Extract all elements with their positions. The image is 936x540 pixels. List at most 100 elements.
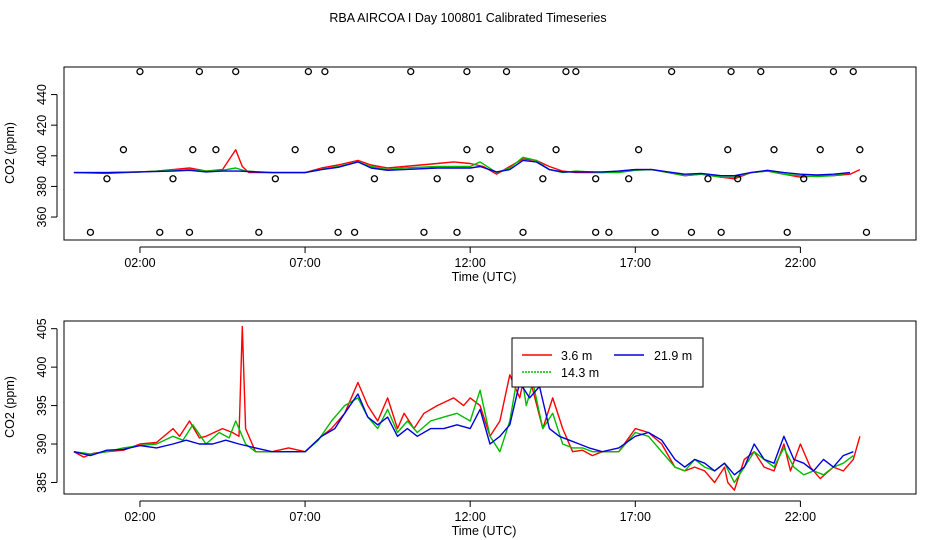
top-calibration-point <box>463 67 471 76</box>
top-calibration-point <box>502 67 511 76</box>
bottom-y-tick-label: 400 <box>35 357 49 378</box>
bottom-x-tick-label: 07:00 <box>289 510 320 524</box>
top-calibration-point <box>86 228 95 236</box>
top-calibration-point <box>651 228 659 236</box>
bottom-series-14-3-m <box>73 362 854 484</box>
top-calibration-point <box>605 228 613 236</box>
top-series-14-3-m <box>73 156 851 178</box>
top-calibration-point <box>704 175 712 183</box>
top-y-axis-label: CO2 (ppm) <box>3 122 17 184</box>
top-plot-frame <box>63 66 917 241</box>
top-y-tick-label: 420 <box>35 115 49 136</box>
top-calibration-point <box>350 228 359 236</box>
top-calibration-points <box>86 67 871 236</box>
bottom-x-tick-label: 12:00 <box>455 510 486 524</box>
top-calibration-point <box>862 228 871 236</box>
top-calibration-point <box>829 67 838 76</box>
top-calibration-point <box>667 67 676 76</box>
bottom-y-tick-label: 390 <box>35 434 49 455</box>
top-calibration-point <box>519 228 527 236</box>
top-calibration-point <box>859 175 867 183</box>
bottom-x-tick-label: 17:00 <box>620 510 651 524</box>
top-calibration-point <box>387 146 395 154</box>
top-calibration-point <box>463 146 471 154</box>
top-calibration-point <box>271 175 279 183</box>
bottom-x-tick-label: 02:00 <box>124 510 155 524</box>
page-title: RBA AIRCOA I Day 100801 Calibrated Times… <box>329 11 606 25</box>
bottom-panel: 02:00 07:00 12:00 17:00 22:00 385 390 395 400 40… <box>3 318 917 538</box>
bottom-series-3-6-m <box>73 325 861 491</box>
top-calibration-point <box>466 175 474 183</box>
legend: 3.6 m 21.9 m 14.3 m <box>511 337 704 388</box>
top-calibration-point <box>724 146 732 154</box>
top-calibration-point <box>327 146 336 154</box>
legend-label-14-3m: 14.3 m <box>561 366 599 380</box>
top-calibration-point <box>420 228 428 236</box>
top-calibration-point <box>453 228 461 236</box>
top-x-tick-label: 02:00 <box>124 256 155 270</box>
top-y-tick-label: 360 <box>35 207 49 228</box>
top-calibration-point <box>856 146 864 154</box>
top-calibration-point <box>539 175 547 183</box>
top-x-tick-label: 22:00 <box>785 256 816 270</box>
top-series-21-9-m <box>73 159 851 177</box>
bottom-series-group <box>73 325 861 491</box>
top-calibration-point <box>103 175 111 183</box>
bottom-y-axis-label: CO2 (ppm) <box>3 376 17 438</box>
top-calibration-point <box>195 67 204 76</box>
top-calibration-point <box>757 67 765 76</box>
top-calibration-point <box>291 146 299 154</box>
top-calibration-point <box>625 175 633 183</box>
top-calibration-point <box>592 228 600 236</box>
top-calibration-point <box>634 146 643 154</box>
top-calibration-point <box>592 175 600 183</box>
bottom-x-axis: 02:00 07:00 12:00 17:00 22:00 <box>124 500 816 524</box>
top-x-tick-label: 07:00 <box>289 256 320 270</box>
top-calibration-point <box>334 228 342 236</box>
top-series-group <box>73 148 861 180</box>
top-calibration-point <box>212 146 220 154</box>
top-calibration-point <box>232 67 240 76</box>
top-x-axis: 02:00 07:00 12:00 17:00 22:00 <box>124 246 816 270</box>
top-calibration-point <box>136 67 144 76</box>
top-calibration-point <box>727 67 735 76</box>
top-calibration-point <box>734 175 742 183</box>
top-calibration-point <box>321 67 329 76</box>
top-calibration-point <box>255 228 263 236</box>
bottom-y-tick-label: 395 <box>35 395 49 416</box>
legend-box <box>511 337 704 388</box>
top-y-tick-label: 380 <box>35 176 49 197</box>
bottom-x-tick-label: 22:00 <box>785 510 816 524</box>
top-x-tick-label: 12:00 <box>455 256 486 270</box>
top-x-axis-label: Time (UTC) <box>452 270 517 284</box>
top-calibration-point <box>552 146 560 154</box>
top-calibration-point <box>156 228 164 236</box>
top-calibration-point <box>407 67 415 76</box>
top-calibration-point <box>433 175 441 183</box>
top-calibration-point <box>189 146 197 154</box>
bottom-plot-frame <box>63 320 917 495</box>
bottom-series-21-9-m <box>73 381 854 476</box>
top-calibration-point <box>717 228 725 236</box>
bottom-y-tick-label: 405 <box>35 318 49 339</box>
bottom-y-axis: 385 390 395 400 405 <box>35 318 58 493</box>
top-calibration-point <box>119 146 128 154</box>
top-calibration-point <box>185 228 194 236</box>
bottom-x-axis-label: Time (UTC) <box>452 524 517 538</box>
legend-label-21-9m: 21.9 m <box>654 349 692 363</box>
top-calibration-point <box>770 146 778 154</box>
top-panel: 02:00 07:00 12:00 17:00 22:00 360 380 400 420 44… <box>3 66 917 284</box>
top-calibration-point <box>800 175 808 183</box>
top-calibration-point <box>486 146 494 154</box>
bottom-y-tick-label: 385 <box>35 472 49 493</box>
top-y-tick-label: 400 <box>35 145 49 166</box>
top-calibration-point <box>849 67 857 76</box>
top-calibration-point <box>169 175 177 183</box>
top-x-tick-label: 17:00 <box>620 256 651 270</box>
legend-label-3-6m: 3.6 m <box>561 349 592 363</box>
top-calibration-point <box>370 175 379 183</box>
top-y-axis: 360 380 400 420 440 <box>35 84 58 228</box>
top-calibration-point <box>783 228 791 236</box>
top-calibration-point <box>562 67 570 76</box>
